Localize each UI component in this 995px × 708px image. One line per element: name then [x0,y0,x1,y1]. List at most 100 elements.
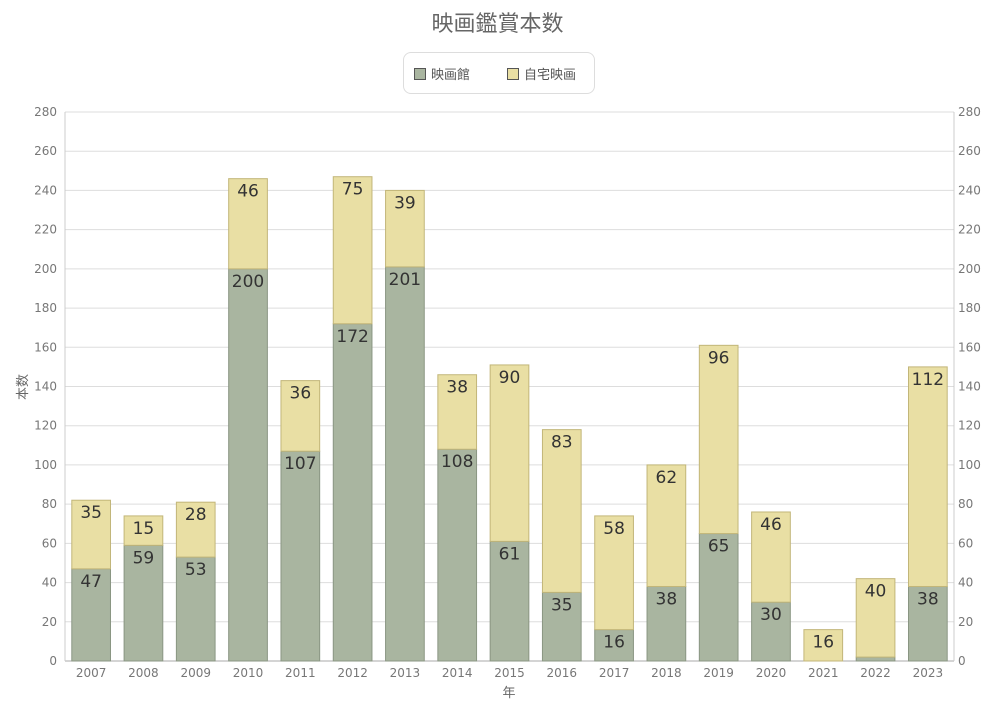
y-tick-label-left: 80 [42,497,57,511]
bar-theater [280,450,321,662]
x-tick-label: 2013 [390,666,421,680]
data-label: 83 [551,433,573,453]
y-tick-label-right: 180 [958,301,981,315]
bar-theater [489,540,530,662]
data-label: 172 [336,327,368,347]
data-label: 108 [441,452,473,472]
data-label: 39 [394,193,416,213]
legend-label-home: 自宅映画 [524,68,577,83]
y-tick-label-left: 0 [49,654,57,668]
x-tick-label: 2018 [651,666,682,680]
y-tick-label-right: 40 [958,576,973,590]
y-tick-label-right: 220 [958,223,981,237]
data-label: 65 [708,537,730,557]
bar-home [594,515,634,631]
bar-theater [175,556,216,662]
bar-home [228,178,268,270]
data-label: 62 [656,468,678,488]
data-label: 90 [499,368,521,388]
bar-theater [385,266,425,662]
y-axis-title: 本数 [16,374,31,400]
data-label: 38 [446,378,468,398]
data-label: 38 [656,589,678,609]
y-tick-label-left: 180 [34,301,57,315]
legend: 映画館 自宅映画 [403,52,595,94]
bar-theater [228,268,268,662]
y-tick-label-right: 260 [958,144,981,158]
bar-home [385,189,425,268]
bar-home [71,499,111,570]
legend-item-home[interactable]: 自宅映画 [507,64,576,83]
x-axis-title: 年 [502,686,515,701]
y-tick-label-left: 200 [34,262,57,276]
bar-home [541,429,582,593]
y-tick-label-left: 260 [34,144,57,158]
legend-item-theater[interactable]: 映画館 [414,64,470,83]
bar-home [855,578,896,658]
bar-theater [698,533,739,662]
x-tick-label: 2023 [913,666,944,680]
data-label: 112 [912,370,944,390]
data-label: 46 [237,182,259,202]
x-tick-label: 2020 [756,666,787,680]
bar-home [698,344,739,535]
y-tick-label-left: 240 [34,183,57,197]
bar-home [123,515,164,546]
bar-theater [855,656,896,662]
data-label: 200 [232,272,264,292]
y-tick-label-left: 60 [42,536,57,550]
y-tick-label-left: 280 [34,105,57,119]
data-label: 16 [603,633,625,653]
y-tick-label-left: 40 [42,576,57,590]
labels-layer: 47 35 59 15 53 28 200 46 107 36 172 75 201 39 108 38 61 9… [80,180,944,653]
data-label: 28 [185,505,207,525]
x-tick-label: 2010 [233,666,264,680]
legend-swatch-home [507,67,519,80]
x-tick-label: 2016 [547,666,578,680]
bars-layer [71,176,948,662]
bar-theater [908,585,948,662]
y-tick-label-left: 220 [34,223,57,237]
data-label: 35 [551,595,573,615]
x-tick-label: 2017 [599,666,630,680]
data-label: 75 [342,180,364,200]
x-tick-label: 2007 [76,666,107,680]
data-label: 15 [133,519,155,539]
y-tick-label-left: 20 [42,615,57,629]
legend-label-theater: 映画館 [431,68,471,83]
y-tick-label-right: 120 [958,419,981,433]
x-tick-label: 2011 [285,666,316,680]
data-label: 107 [284,454,316,474]
x-tick-label: 2012 [337,666,368,680]
data-label: 36 [290,384,312,404]
x-tick-label: 2015 [494,666,525,680]
x-tick-label: 2014 [442,666,473,680]
bar-theater [123,544,164,662]
y-tick-label-right: 200 [958,262,981,276]
data-label: 47 [80,572,102,592]
y-tick-label-right: 20 [958,615,973,629]
data-label: 38 [917,589,939,609]
y-tick-label-left: 120 [34,419,57,433]
y-tick-label-right: 140 [958,380,981,394]
bar-home [908,366,948,587]
legend-swatch-theater [414,67,426,80]
data-label: 46 [760,515,782,535]
y-tick-label-left: 100 [34,458,57,472]
y-tick-label-right: 60 [958,536,973,550]
bar-home [646,464,687,587]
x-tick-label: 2009 [180,666,211,680]
bar-home [175,501,216,558]
data-label: 61 [499,544,521,564]
y-tick-label-right: 280 [958,105,981,119]
bar-home [280,380,321,452]
x-tick-label: 2019 [703,666,734,680]
data-label: 30 [760,605,782,625]
data-label: 58 [603,519,625,539]
bar-theater [332,323,373,662]
x-tick-label: 2021 [808,666,839,680]
data-label: 59 [133,548,155,568]
